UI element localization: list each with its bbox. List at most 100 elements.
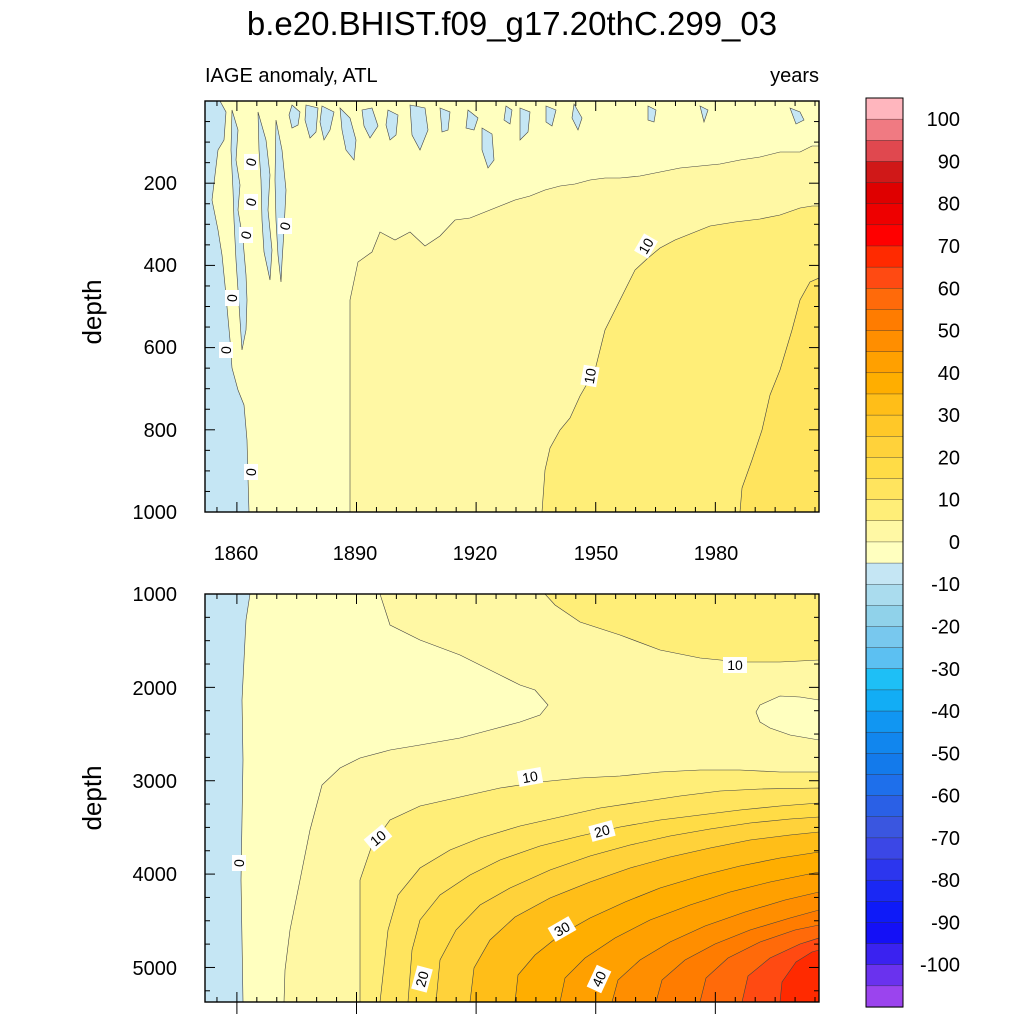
bottom-ytick-labels: 1000 2000 3000 4000 5000 bbox=[133, 584, 178, 980]
colorbar-box bbox=[865, 372, 904, 395]
bottom-panel: 0 10 10 10 20 20 30 40 depth 1000 2000 3… bbox=[77, 584, 820, 1014]
top-xtick-label: 1860 bbox=[214, 543, 259, 565]
top-ytick-labels: 200 400 600 800 1000 bbox=[133, 173, 178, 524]
svg-text:0: 0 bbox=[276, 220, 294, 232]
colorbar-box bbox=[865, 753, 904, 776]
colorbar-label: 50 bbox=[938, 321, 960, 343]
svg-text:10: 10 bbox=[635, 235, 657, 257]
svg-text:0: 0 bbox=[224, 293, 241, 302]
top-region-10-15 bbox=[541, 205, 819, 512]
colorbar-label: 90 bbox=[938, 151, 960, 173]
svg-text:10: 10 bbox=[581, 367, 599, 385]
bottom-ticks bbox=[205, 593, 819, 1014]
top-negative-tongue-2 bbox=[257, 111, 273, 281]
svg-text:10: 10 bbox=[521, 768, 539, 786]
colorbar-box bbox=[865, 118, 904, 141]
colorbar-box bbox=[865, 351, 904, 374]
bottom-ytick-label: 2000 bbox=[133, 678, 178, 700]
top-heatmap: 0 0 0 0 0 0 0 10 10 bbox=[205, 101, 819, 512]
colorbar-box bbox=[865, 457, 904, 480]
svg-text:0: 0 bbox=[243, 467, 260, 476]
colorbar-labels: 1009080706050403020100-10-20-30-40-50-60… bbox=[920, 109, 960, 977]
colorbar-label: -100 bbox=[920, 955, 960, 977]
top-negative-tongue-3 bbox=[274, 119, 287, 283]
svg-text:20: 20 bbox=[592, 821, 611, 841]
colorbar-label: 30 bbox=[938, 405, 960, 427]
colorbar-label: -10 bbox=[931, 574, 960, 596]
top-xtick-label: 1890 bbox=[333, 543, 378, 565]
bottom-region-10-15 bbox=[544, 594, 819, 663]
svg-text:10: 10 bbox=[727, 657, 743, 673]
svg-text:0: 0 bbox=[242, 196, 260, 208]
colorbar-box bbox=[865, 140, 904, 163]
bottom-ytick-label: 3000 bbox=[133, 771, 178, 793]
colorbar-label: -30 bbox=[931, 659, 960, 681]
colorbar-label: -70 bbox=[931, 828, 960, 850]
colorbar-box bbox=[865, 922, 904, 945]
top-contour-labels: 0 0 0 0 0 0 0 10 10 bbox=[218, 154, 658, 480]
colorbar-box bbox=[865, 943, 904, 966]
svg-text:0: 0 bbox=[242, 156, 260, 168]
colorbar-box bbox=[865, 689, 904, 712]
bottom-heatmap: 0 10 10 10 20 20 30 40 bbox=[205, 594, 819, 1002]
bottom-ylabel: depth bbox=[77, 765, 107, 830]
bottom-region-65-70 bbox=[779, 949, 819, 1002]
colorbar-box bbox=[865, 414, 904, 437]
colorbar-box bbox=[865, 668, 904, 691]
colorbar-box bbox=[865, 605, 904, 628]
top-ytick-label: 1000 bbox=[133, 502, 178, 524]
colorbar-boxes bbox=[865, 97, 904, 1008]
colorbar-label: -90 bbox=[931, 912, 960, 934]
colorbar-label: 60 bbox=[938, 278, 960, 300]
colorbar-label: 10 bbox=[938, 490, 960, 512]
bottom-ytick-label: 4000 bbox=[133, 864, 178, 886]
colorbar-label: 100 bbox=[927, 109, 960, 131]
colorbar-box bbox=[865, 97, 904, 120]
top-xtick-label: 1980 bbox=[694, 543, 739, 565]
colorbar-box bbox=[865, 245, 904, 268]
colorbar-box bbox=[865, 541, 904, 564]
top-region-15-20 bbox=[739, 277, 819, 512]
top-units-label: years bbox=[770, 65, 819, 87]
colorbar-box bbox=[865, 288, 904, 310]
colorbar-label: 20 bbox=[938, 447, 960, 469]
top-surface-patches bbox=[288, 103, 805, 169]
colorbar-box bbox=[865, 964, 904, 987]
colorbar-label: 80 bbox=[938, 194, 960, 216]
colorbar-box bbox=[865, 330, 904, 353]
top-ytick-label: 800 bbox=[144, 420, 177, 442]
colorbar-box bbox=[865, 795, 904, 818]
top-ytick-label: 200 bbox=[144, 173, 177, 195]
colorbar-box bbox=[865, 562, 904, 585]
colorbar-box bbox=[865, 309, 904, 332]
svg-text:30: 30 bbox=[551, 918, 573, 940]
colorbar-box bbox=[865, 161, 904, 184]
colorbar-label: -80 bbox=[931, 870, 960, 892]
colorbar-label: -20 bbox=[931, 616, 960, 638]
colorbar-box bbox=[865, 584, 904, 606]
colorbar-box bbox=[865, 626, 904, 649]
colorbar: 1009080706050403020100-10-20-30-40-50-60… bbox=[865, 97, 960, 1008]
colorbar-box bbox=[865, 203, 904, 226]
bottom-ytick-label: 5000 bbox=[133, 958, 178, 980]
svg-text:0: 0 bbox=[231, 858, 248, 867]
colorbar-box bbox=[865, 837, 904, 860]
bottom-contour-labels: 0 10 10 10 20 20 30 40 bbox=[231, 657, 747, 994]
colorbar-box bbox=[865, 393, 904, 416]
svg-text:40: 40 bbox=[588, 968, 609, 989]
colorbar-box bbox=[865, 901, 904, 924]
svg-text:0: 0 bbox=[218, 345, 235, 354]
svg-text:0: 0 bbox=[237, 229, 255, 241]
chart-title: b.e20.BHIST.f09_g17.20thC.299_03 bbox=[247, 5, 777, 42]
top-xtick-label: 1950 bbox=[574, 543, 619, 565]
bottom-plot-frame bbox=[204, 593, 820, 1003]
colorbar-label: -50 bbox=[931, 743, 960, 765]
colorbar-label: 40 bbox=[938, 363, 960, 385]
bottom-pocket bbox=[755, 695, 819, 741]
colorbar-label: -60 bbox=[931, 786, 960, 808]
colorbar-box bbox=[865, 985, 904, 1008]
colorbar-box bbox=[865, 858, 904, 881]
colorbar-box bbox=[865, 182, 904, 205]
top-ticks bbox=[205, 101, 819, 513]
